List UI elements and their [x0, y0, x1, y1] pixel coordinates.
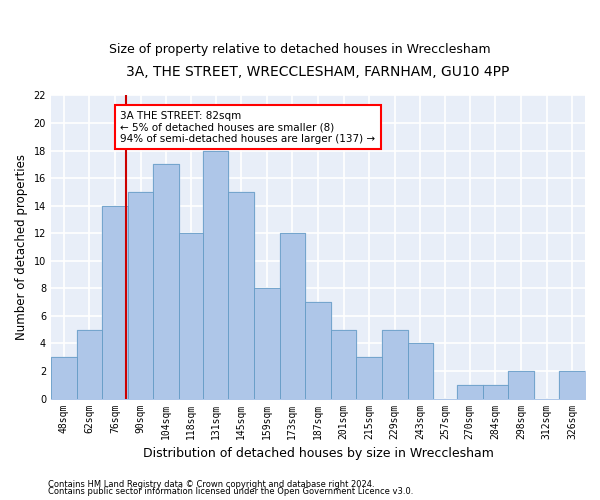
Title: 3A, THE STREET, WRECCLESHAM, FARNHAM, GU10 4PP: 3A, THE STREET, WRECCLESHAM, FARNHAM, GU…: [126, 65, 509, 79]
Text: Contains public sector information licensed under the Open Government Licence v3: Contains public sector information licen…: [48, 487, 413, 496]
Text: Size of property relative to detached houses in Wrecclesham: Size of property relative to detached ho…: [109, 42, 491, 56]
Text: Contains HM Land Registry data © Crown copyright and database right 2024.: Contains HM Land Registry data © Crown c…: [48, 480, 374, 489]
X-axis label: Distribution of detached houses by size in Wrecclesham: Distribution of detached houses by size …: [143, 447, 493, 460]
Text: 3A THE STREET: 82sqm
← 5% of detached houses are smaller (8)
94% of semi-detache: 3A THE STREET: 82sqm ← 5% of detached ho…: [121, 110, 376, 144]
Y-axis label: Number of detached properties: Number of detached properties: [15, 154, 28, 340]
